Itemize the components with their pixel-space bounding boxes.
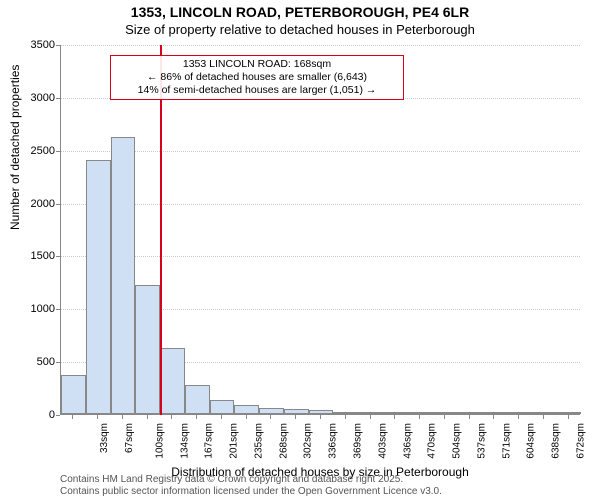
chart-container: 1353, LINCOLN ROAD, PETERBOROUGH, PE4 6L… xyxy=(0,0,600,500)
x-tick-mark xyxy=(97,415,98,419)
annotation-line-2: ← 86% of detached houses are smaller (6,… xyxy=(117,71,397,84)
y-tick-label: 3000 xyxy=(15,92,55,104)
y-tick-mark xyxy=(56,151,60,152)
histogram-bar xyxy=(309,410,334,414)
histogram-bar xyxy=(210,400,235,414)
chart-title-main: 1353, LINCOLN ROAD, PETERBOROUGH, PE4 6L… xyxy=(0,4,600,20)
histogram-bar xyxy=(556,412,581,414)
x-tick-mark xyxy=(221,415,222,419)
annotation-line-1: 1353 LINCOLN ROAD: 168sqm xyxy=(117,58,397,71)
plot-area xyxy=(60,45,580,415)
x-tick-mark xyxy=(370,415,371,419)
y-tick-mark xyxy=(56,204,60,205)
x-tick-mark xyxy=(320,415,321,419)
y-tick-mark xyxy=(56,309,60,310)
y-tick-label: 1500 xyxy=(15,250,55,262)
histogram-bar xyxy=(408,412,433,414)
x-tick-mark xyxy=(518,415,519,419)
histogram-bar xyxy=(234,405,259,415)
x-tick-label: 201sqm xyxy=(229,423,240,459)
x-tick-label: 369sqm xyxy=(353,423,364,459)
y-tick-label: 2500 xyxy=(15,145,55,157)
x-tick-mark xyxy=(345,415,346,419)
y-tick-label: 500 xyxy=(15,356,55,368)
x-tick-mark xyxy=(196,415,197,419)
x-tick-mark xyxy=(568,415,569,419)
footer-line-1: Contains HM Land Registry data © Crown c… xyxy=(60,474,442,486)
x-tick-label: 604sqm xyxy=(526,423,537,459)
y-tick-mark xyxy=(56,98,60,99)
x-tick-mark xyxy=(419,415,420,419)
histogram-bar xyxy=(383,412,408,414)
x-tick-label: 336sqm xyxy=(328,423,339,459)
x-tick-label: 672sqm xyxy=(575,423,586,459)
histogram-bar xyxy=(432,412,457,414)
y-tick-label: 3500 xyxy=(15,39,55,51)
x-tick-label: 470sqm xyxy=(427,423,438,459)
marker-line xyxy=(160,45,162,415)
histogram-bar xyxy=(61,375,86,414)
y-tick-mark xyxy=(56,45,60,46)
chart-title-sub: Size of property relative to detached ho… xyxy=(0,22,600,37)
histogram-bar xyxy=(160,348,185,414)
y-tick-mark xyxy=(56,415,60,416)
x-tick-mark xyxy=(246,415,247,419)
x-tick-label: 235sqm xyxy=(254,423,265,459)
y-tick-label: 2000 xyxy=(15,198,55,210)
footer-line-2: Contains public sector information licen… xyxy=(60,486,442,498)
x-tick-mark xyxy=(394,415,395,419)
x-tick-label: 537sqm xyxy=(476,423,487,459)
histogram-bar xyxy=(457,412,482,414)
x-tick-label: 67sqm xyxy=(124,423,135,453)
annotation-line-3: 14% of semi-detached houses are larger (… xyxy=(117,84,397,97)
x-tick-label: 134sqm xyxy=(179,423,190,459)
histogram-bar xyxy=(482,412,507,414)
histogram-bar xyxy=(86,160,111,414)
y-tick-label: 1000 xyxy=(15,303,55,315)
histogram-bar xyxy=(358,412,383,414)
x-tick-label: 100sqm xyxy=(154,423,165,459)
gridline xyxy=(61,204,580,205)
y-tick-mark xyxy=(56,362,60,363)
x-tick-mark xyxy=(295,415,296,419)
histogram-bar xyxy=(259,408,284,414)
gridline xyxy=(61,151,580,152)
gridline xyxy=(61,45,580,46)
x-tick-mark xyxy=(72,415,73,419)
x-tick-mark xyxy=(543,415,544,419)
x-tick-label: 167sqm xyxy=(204,423,215,459)
histogram-bar xyxy=(507,412,532,414)
x-tick-label: 33sqm xyxy=(99,423,110,453)
x-tick-label: 436sqm xyxy=(402,423,413,459)
histogram-bar xyxy=(333,412,358,414)
x-tick-mark xyxy=(270,415,271,419)
x-tick-mark xyxy=(493,415,494,419)
annotation-box: 1353 LINCOLN ROAD: 168sqm ← 86% of detac… xyxy=(110,55,404,100)
y-tick-mark xyxy=(56,256,60,257)
x-tick-label: 638sqm xyxy=(551,423,562,459)
histogram-bar xyxy=(531,412,556,414)
x-tick-label: 302sqm xyxy=(303,423,314,459)
gridline xyxy=(61,256,580,257)
x-tick-mark xyxy=(122,415,123,419)
x-tick-label: 571sqm xyxy=(501,423,512,459)
x-tick-mark xyxy=(444,415,445,419)
footer-attribution: Contains HM Land Registry data © Crown c… xyxy=(60,474,442,498)
x-tick-label: 504sqm xyxy=(452,423,463,459)
y-tick-label: 0 xyxy=(15,409,55,421)
histogram-bar xyxy=(111,137,136,414)
histogram-bar xyxy=(135,285,160,414)
histogram-bar xyxy=(185,385,210,414)
x-tick-mark xyxy=(171,415,172,419)
x-tick-mark xyxy=(147,415,148,419)
x-tick-label: 403sqm xyxy=(377,423,388,459)
x-tick-label: 268sqm xyxy=(278,423,289,459)
histogram-bar xyxy=(284,409,309,414)
x-tick-mark xyxy=(469,415,470,419)
